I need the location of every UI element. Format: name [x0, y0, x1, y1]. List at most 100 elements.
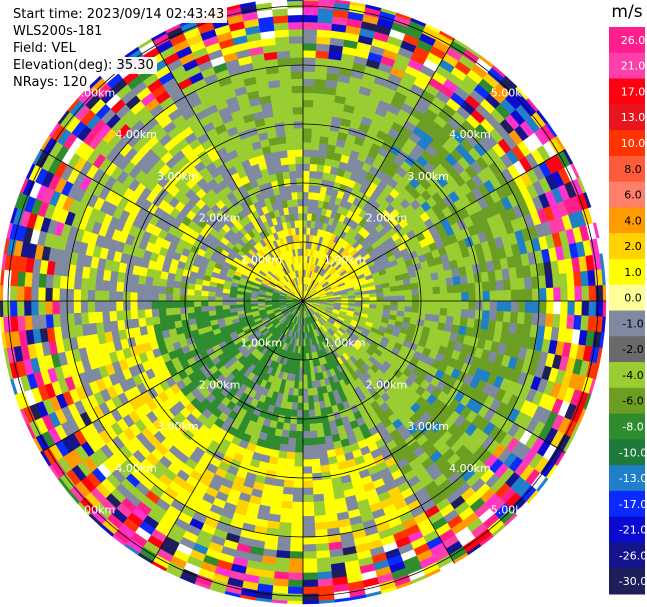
- velocity-gate-3813: [280, 85, 293, 95]
- velocity-gate-1280: [302, 537, 317, 545]
- velocity-gate-3856: [291, 85, 304, 94]
- velocity-gate-2554: [172, 300, 181, 309]
- velocity-gate-1255: [302, 360, 307, 368]
- velocity-gate-3834: [299, 241, 304, 249]
- velocity-gate-1316: [292, 487, 304, 496]
- velocity-gate-1348: [290, 409, 298, 418]
- velocity-gate-3854: [292, 99, 304, 108]
- velocity-gate-1352: [287, 437, 297, 446]
- velocity-gate-1350: [289, 423, 297, 432]
- velocity-gate-2532: [24, 314, 33, 331]
- velocity-gate-1270: [302, 466, 313, 475]
- velocity-gate-3869: [287, 0, 304, 2]
- velocity-gate-1223: [309, 437, 319, 446]
- velocity-gate-1257: [302, 374, 308, 383]
- velocity-gate-2534: [9, 315, 19, 332]
- velocity-gate-1230: [312, 486, 324, 496]
- velocity-gate-3849: [294, 134, 304, 143]
- velocity-gate-2472: [144, 316, 154, 327]
- velocity-gate-3906: [302, 35, 318, 44]
- velocity-gate-3881: [302, 212, 308, 221]
- velocity-gate-14: [404, 300, 413, 307]
- velocity-gate-70: [495, 310, 505, 323]
- velocity-gate-3846: [295, 156, 304, 164]
- velocity-gate-3911: [302, 0, 319, 9]
- velocity-gate-1399: [275, 464, 286, 474]
- velocity-gate-2527: [59, 313, 68, 327]
- velocity-gate-2596: [179, 294, 188, 302]
- velocity-gate-1356: [284, 465, 295, 474]
- velocity-gate-3879: [302, 227, 308, 235]
- velocity-gate-1245: [318, 592, 335, 602]
- velocity-gate-1353: [286, 444, 296, 453]
- velocity-gate-2590: [221, 296, 230, 302]
- velocity-gate-2520: [108, 310, 118, 322]
- velocity-gate-36: [560, 300, 569, 316]
- velocity-gate-105: [438, 315, 448, 324]
- velocity-gate-2549: [207, 300, 216, 307]
- velocity-gate-2550: [200, 300, 209, 307]
- velocity-gate-2600: [151, 292, 159, 302]
- velocity-gate-2589: [229, 296, 237, 302]
- velocity-gate-3947: [315, 50, 330, 59]
- velocity-gate-29: [510, 300, 519, 313]
- velocity-gate-1302: [297, 388, 304, 397]
- velocity-gate-2601: [144, 292, 152, 302]
- velocity-gate-3975: [317, 156, 326, 166]
- velocity-gate-2543: [250, 300, 258, 304]
- velocity-gate-2651: [94, 278, 104, 291]
- velocity-gate-2510: [179, 306, 188, 315]
- velocity-gate-2524: [80, 312, 90, 325]
- velocity-gate-33: [539, 300, 547, 315]
- velocity-gate-2618: [23, 286, 32, 302]
- velocity-gate-2603: [129, 291, 138, 302]
- velocity-gate-2687: [144, 275, 154, 286]
- velocity-gate-2545: [236, 300, 244, 305]
- velocity-gate-63: [446, 308, 455, 318]
- velocity-gate-1225: [310, 451, 320, 460]
- velocity-gate-23: [468, 300, 477, 311]
- velocity-gate-2608: [94, 289, 103, 302]
- velocity-gate-2468: [173, 313, 182, 322]
- velocity-gate-3805: [286, 142, 296, 151]
- velocity-gate-3810: [282, 106, 294, 116]
- velocity-gate-2509: [186, 306, 195, 314]
- velocity-gate-2683: [173, 280, 182, 289]
- velocity-gate-2512: [165, 307, 174, 316]
- velocity-gate-3867: [287, 7, 304, 16]
- velocity-gate-3901: [302, 71, 316, 80]
- velocity-gate-2553: [179, 300, 188, 308]
- velocity-gate-2516: [137, 309, 146, 319]
- velocity-gate-3974: [316, 164, 325, 173]
- velocity-gate-1287: [302, 586, 319, 595]
- velocity-gate-1281: [302, 544, 317, 553]
- velocity-gate-2552: [186, 300, 195, 308]
- velocity-gate-2533: [16, 315, 26, 332]
- velocity-gate-2503: [229, 304, 237, 309]
- velocity-gate-2616: [37, 286, 46, 302]
- velocity-gate-1364: [278, 521, 292, 531]
- velocity-gate-2686: [151, 277, 161, 287]
- velocity-gate-1180: [317, 436, 326, 446]
- velocity-gate-2617: [30, 286, 39, 302]
- velocity-gate-1366: [277, 536, 291, 545]
- velocity-gate-3817: [277, 57, 291, 66]
- velocity-gate-3753: [287, 206, 295, 215]
- velocity-gate-1181: [317, 443, 327, 453]
- velocity-gate-2470: [158, 315, 168, 324]
- velocity-gate-2656: [59, 275, 68, 289]
- velocity-gate-3898: [302, 92, 315, 101]
- velocity-gate-1278: [302, 522, 316, 531]
- velocity-gate-1314: [293, 473, 304, 482]
- velocity-gate-108: [459, 317, 469, 328]
- velocity-gate-2523: [87, 311, 97, 324]
- velocity-gate-1265: [302, 430, 311, 439]
- velocity-gate-1241: [316, 564, 332, 573]
- velocity-gate-1234: [314, 514, 327, 524]
- velocity-gate-1176: [314, 408, 322, 417]
- velocity-gate-3891: [302, 142, 312, 150]
- velocity-gate-3930: [309, 170, 317, 179]
- velocity-gate-2663: [9, 270, 19, 287]
- velocity-gate-3890: [302, 149, 312, 157]
- velocity-gate-2531: [31, 314, 40, 330]
